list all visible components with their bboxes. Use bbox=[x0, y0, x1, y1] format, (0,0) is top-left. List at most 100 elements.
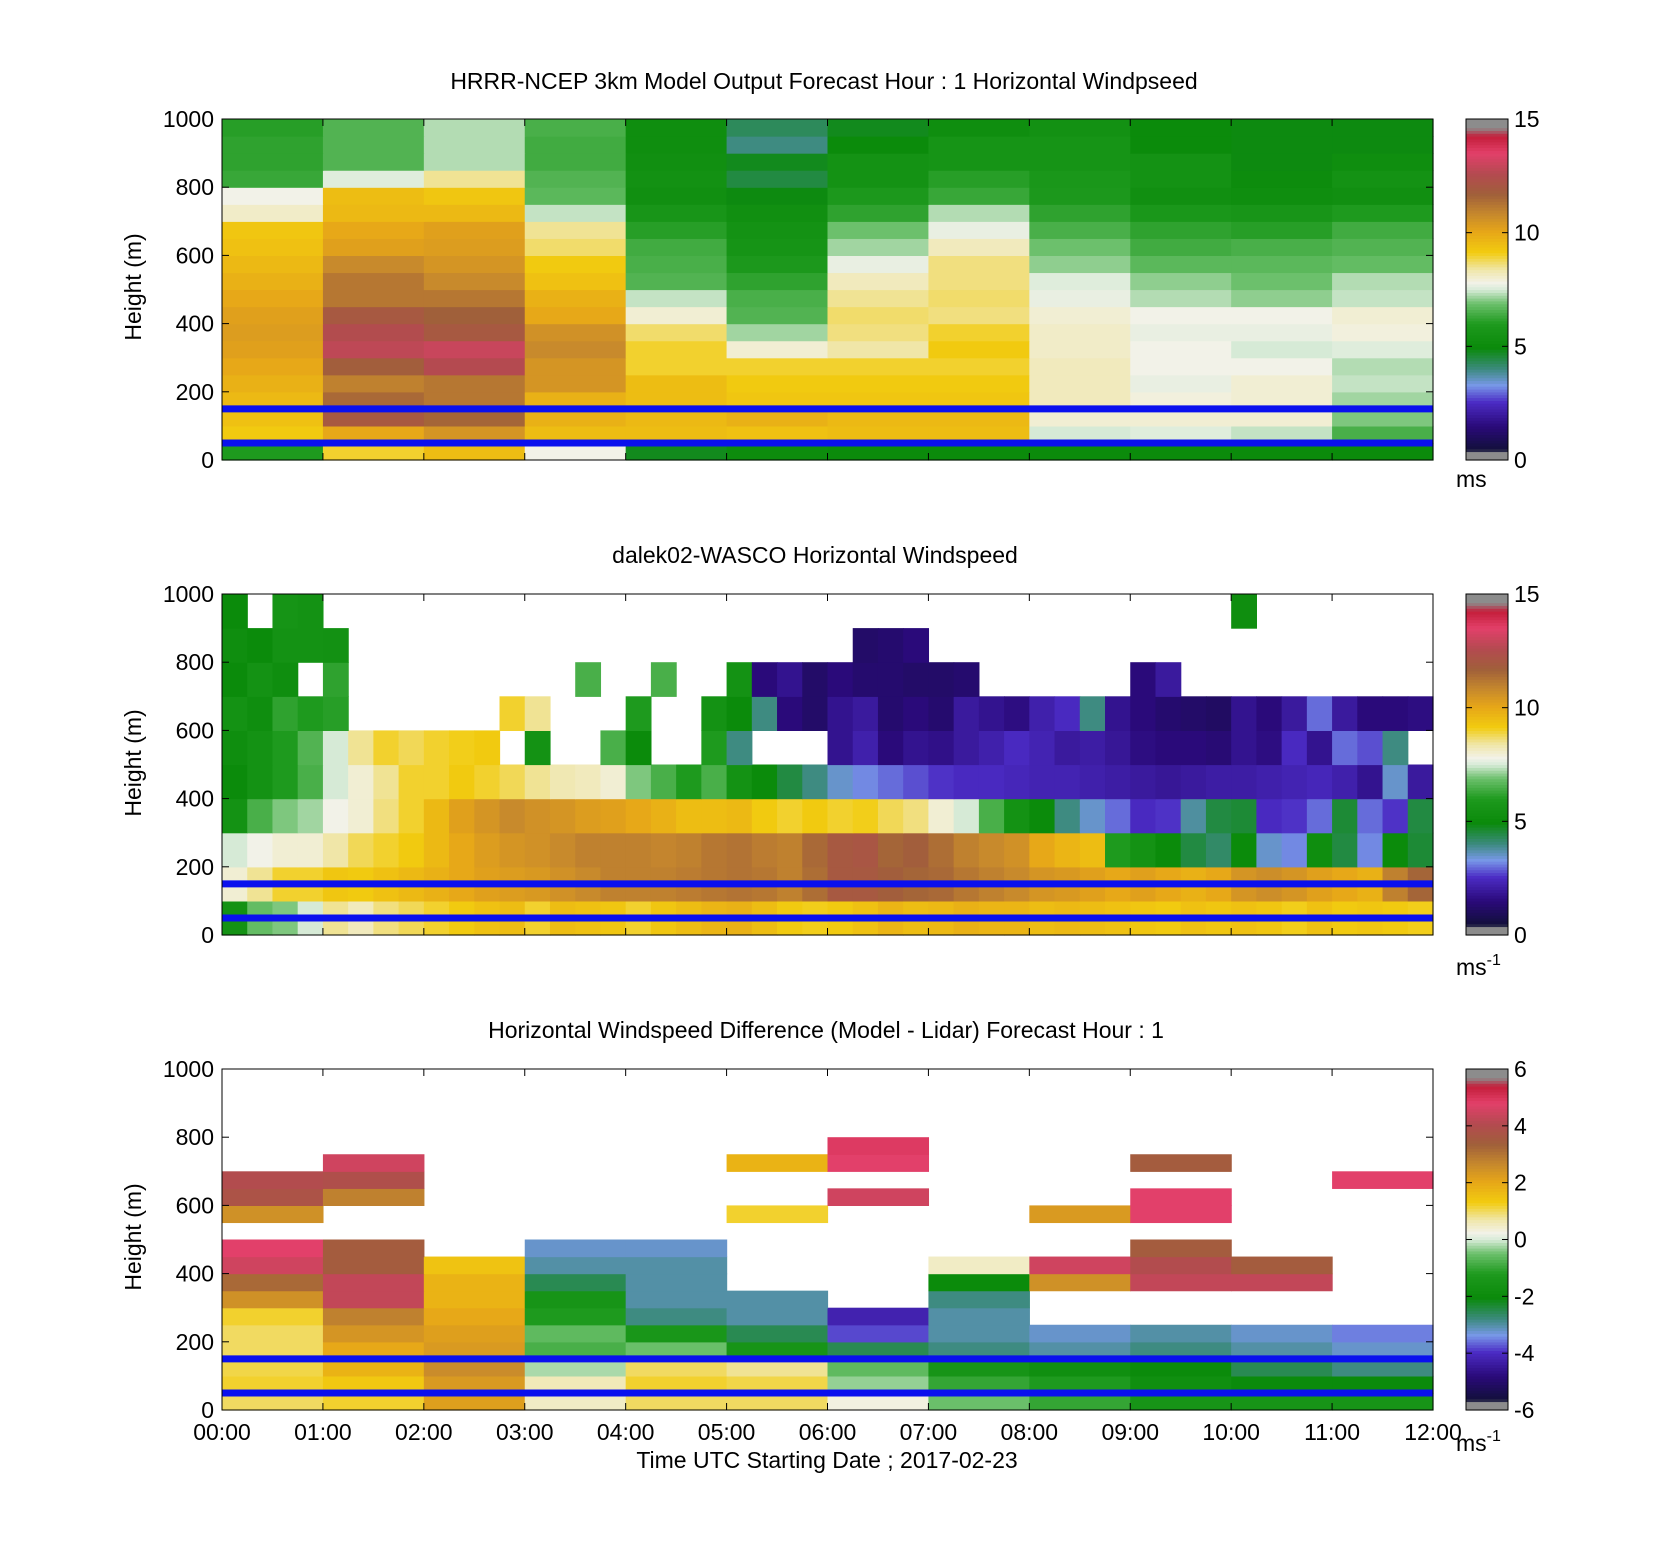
colorbar-segment bbox=[1466, 258, 1508, 262]
colorbar-segment bbox=[1466, 1290, 1508, 1295]
colorbar-segment bbox=[1466, 912, 1508, 916]
heatmap-cell bbox=[1079, 798, 1106, 834]
heatmap-cell bbox=[625, 323, 728, 342]
heatmap-cell bbox=[1332, 1392, 1434, 1411]
colorbar-segment bbox=[1466, 408, 1508, 413]
heatmap-cell bbox=[1281, 764, 1308, 800]
reference-lines bbox=[222, 880, 1433, 922]
colorbar-segment bbox=[1466, 366, 1508, 370]
colorbar-segment bbox=[1466, 781, 1508, 785]
heatmap-cell bbox=[625, 238, 728, 256]
heatmap-cell bbox=[625, 1290, 728, 1309]
colorbar-segment bbox=[1466, 406, 1508, 410]
y-tick-label: 800 bbox=[176, 649, 214, 675]
heatmap-cell bbox=[827, 1358, 930, 1377]
heatmap-cell bbox=[322, 1324, 425, 1343]
colorbar-segment bbox=[1466, 121, 1508, 126]
heatmap-cell bbox=[222, 1392, 324, 1411]
heatmap-cell bbox=[524, 1324, 627, 1343]
colorbar-segment bbox=[1466, 687, 1508, 692]
heatmap-cell bbox=[1105, 696, 1131, 731]
colorbar-segment bbox=[1466, 1114, 1508, 1118]
heatmap-cell bbox=[676, 764, 702, 800]
heatmap-cell bbox=[827, 425, 930, 444]
colorbar-segment bbox=[1466, 1179, 1508, 1184]
colorbar-segment bbox=[1466, 1199, 1508, 1204]
heatmap-cell bbox=[1029, 238, 1131, 256]
colorbar-frame bbox=[1465, 593, 1509, 936]
heatmap-cell bbox=[524, 391, 627, 410]
heatmap-cell bbox=[726, 170, 829, 188]
colorbar-segment bbox=[1466, 155, 1508, 160]
colorbar-segment bbox=[1466, 1117, 1508, 1121]
colorbar-segment bbox=[1466, 434, 1508, 438]
colorbar-segment bbox=[1466, 278, 1508, 282]
colorbar-segment bbox=[1466, 841, 1508, 845]
heatmap-cell bbox=[322, 442, 425, 461]
colorbar-segment bbox=[1466, 309, 1508, 313]
heatmap-cell bbox=[625, 1358, 728, 1377]
heatmap-cell bbox=[1004, 832, 1030, 868]
colorbar-segment bbox=[1466, 1327, 1508, 1332]
heatmap-cell bbox=[928, 1324, 1030, 1343]
heatmap-cell bbox=[827, 119, 930, 137]
x-tick-label: 04:00 bbox=[597, 1419, 655, 1445]
heatmap-cell bbox=[1332, 730, 1358, 766]
colorbar-segment bbox=[1466, 303, 1508, 308]
heatmap-cell bbox=[1130, 408, 1232, 427]
colorbar-segment bbox=[1466, 1128, 1508, 1133]
x-tick-label: 00:00 bbox=[193, 1419, 251, 1445]
heatmap-cell bbox=[726, 442, 829, 461]
heatmap-cell bbox=[827, 391, 930, 410]
colorbar-segment bbox=[1466, 1378, 1508, 1383]
colorbar-segment bbox=[1466, 1148, 1508, 1153]
heatmap-cell bbox=[1332, 391, 1434, 410]
colorbar-segment bbox=[1466, 1094, 1508, 1099]
heatmap-cell bbox=[777, 696, 803, 731]
heatmap-cell bbox=[322, 832, 349, 868]
heatmap-cell bbox=[524, 204, 627, 222]
heatmap-cell bbox=[625, 136, 728, 154]
heatmap-cell bbox=[726, 153, 829, 171]
heatmap-cell bbox=[625, 289, 728, 308]
colorbar-segment bbox=[1466, 403, 1508, 407]
heatmap-cell bbox=[928, 289, 1030, 308]
heatmap-cell bbox=[650, 764, 677, 800]
colorbar-segment bbox=[1466, 1282, 1508, 1286]
heatmap-cell bbox=[222, 1307, 324, 1326]
colorbar-segment bbox=[1466, 261, 1508, 265]
heatmap-cell bbox=[928, 730, 955, 766]
heatmap-cell bbox=[322, 289, 425, 308]
heatmap-cell bbox=[524, 153, 627, 171]
heatmap-cell bbox=[1130, 1188, 1232, 1206]
heatmap-cell bbox=[802, 798, 829, 834]
heatmap-cell bbox=[1231, 136, 1333, 154]
colorbar-segment bbox=[1466, 639, 1508, 643]
heatmap-cell bbox=[726, 255, 829, 274]
colorbar-segment bbox=[1466, 881, 1508, 885]
heatmap-cell bbox=[1231, 289, 1333, 308]
heatmap-cell bbox=[1332, 340, 1434, 359]
heatmap-cell bbox=[903, 798, 930, 834]
colorbar-segment bbox=[1466, 630, 1508, 635]
heatmap-cell bbox=[978, 798, 1005, 834]
colorbar-segment bbox=[1466, 428, 1508, 433]
heatmap-cell bbox=[928, 1256, 1030, 1275]
heatmap-cell bbox=[1231, 391, 1333, 410]
colorbar-segment bbox=[1466, 1159, 1508, 1164]
colorbar-segment bbox=[1466, 329, 1508, 333]
heatmap-cell bbox=[1231, 408, 1333, 427]
colorbar-segment bbox=[1466, 150, 1508, 154]
heatmap-cell bbox=[1231, 340, 1333, 359]
colorbar-segment bbox=[1466, 608, 1508, 612]
heatmap-cell bbox=[1130, 1375, 1232, 1394]
colorbar-segment bbox=[1466, 280, 1508, 285]
x-tick-label: 09:00 bbox=[1101, 1419, 1159, 1445]
colorbar-segment bbox=[1466, 594, 1508, 598]
heatmap-cell bbox=[1231, 1341, 1333, 1360]
heatmap-cell bbox=[322, 238, 425, 256]
colorbar-segment bbox=[1466, 1111, 1508, 1116]
heatmap-cell bbox=[827, 408, 930, 427]
colorbar-segment bbox=[1466, 633, 1508, 638]
colorbar-tick-label: 10 bbox=[1514, 220, 1540, 246]
